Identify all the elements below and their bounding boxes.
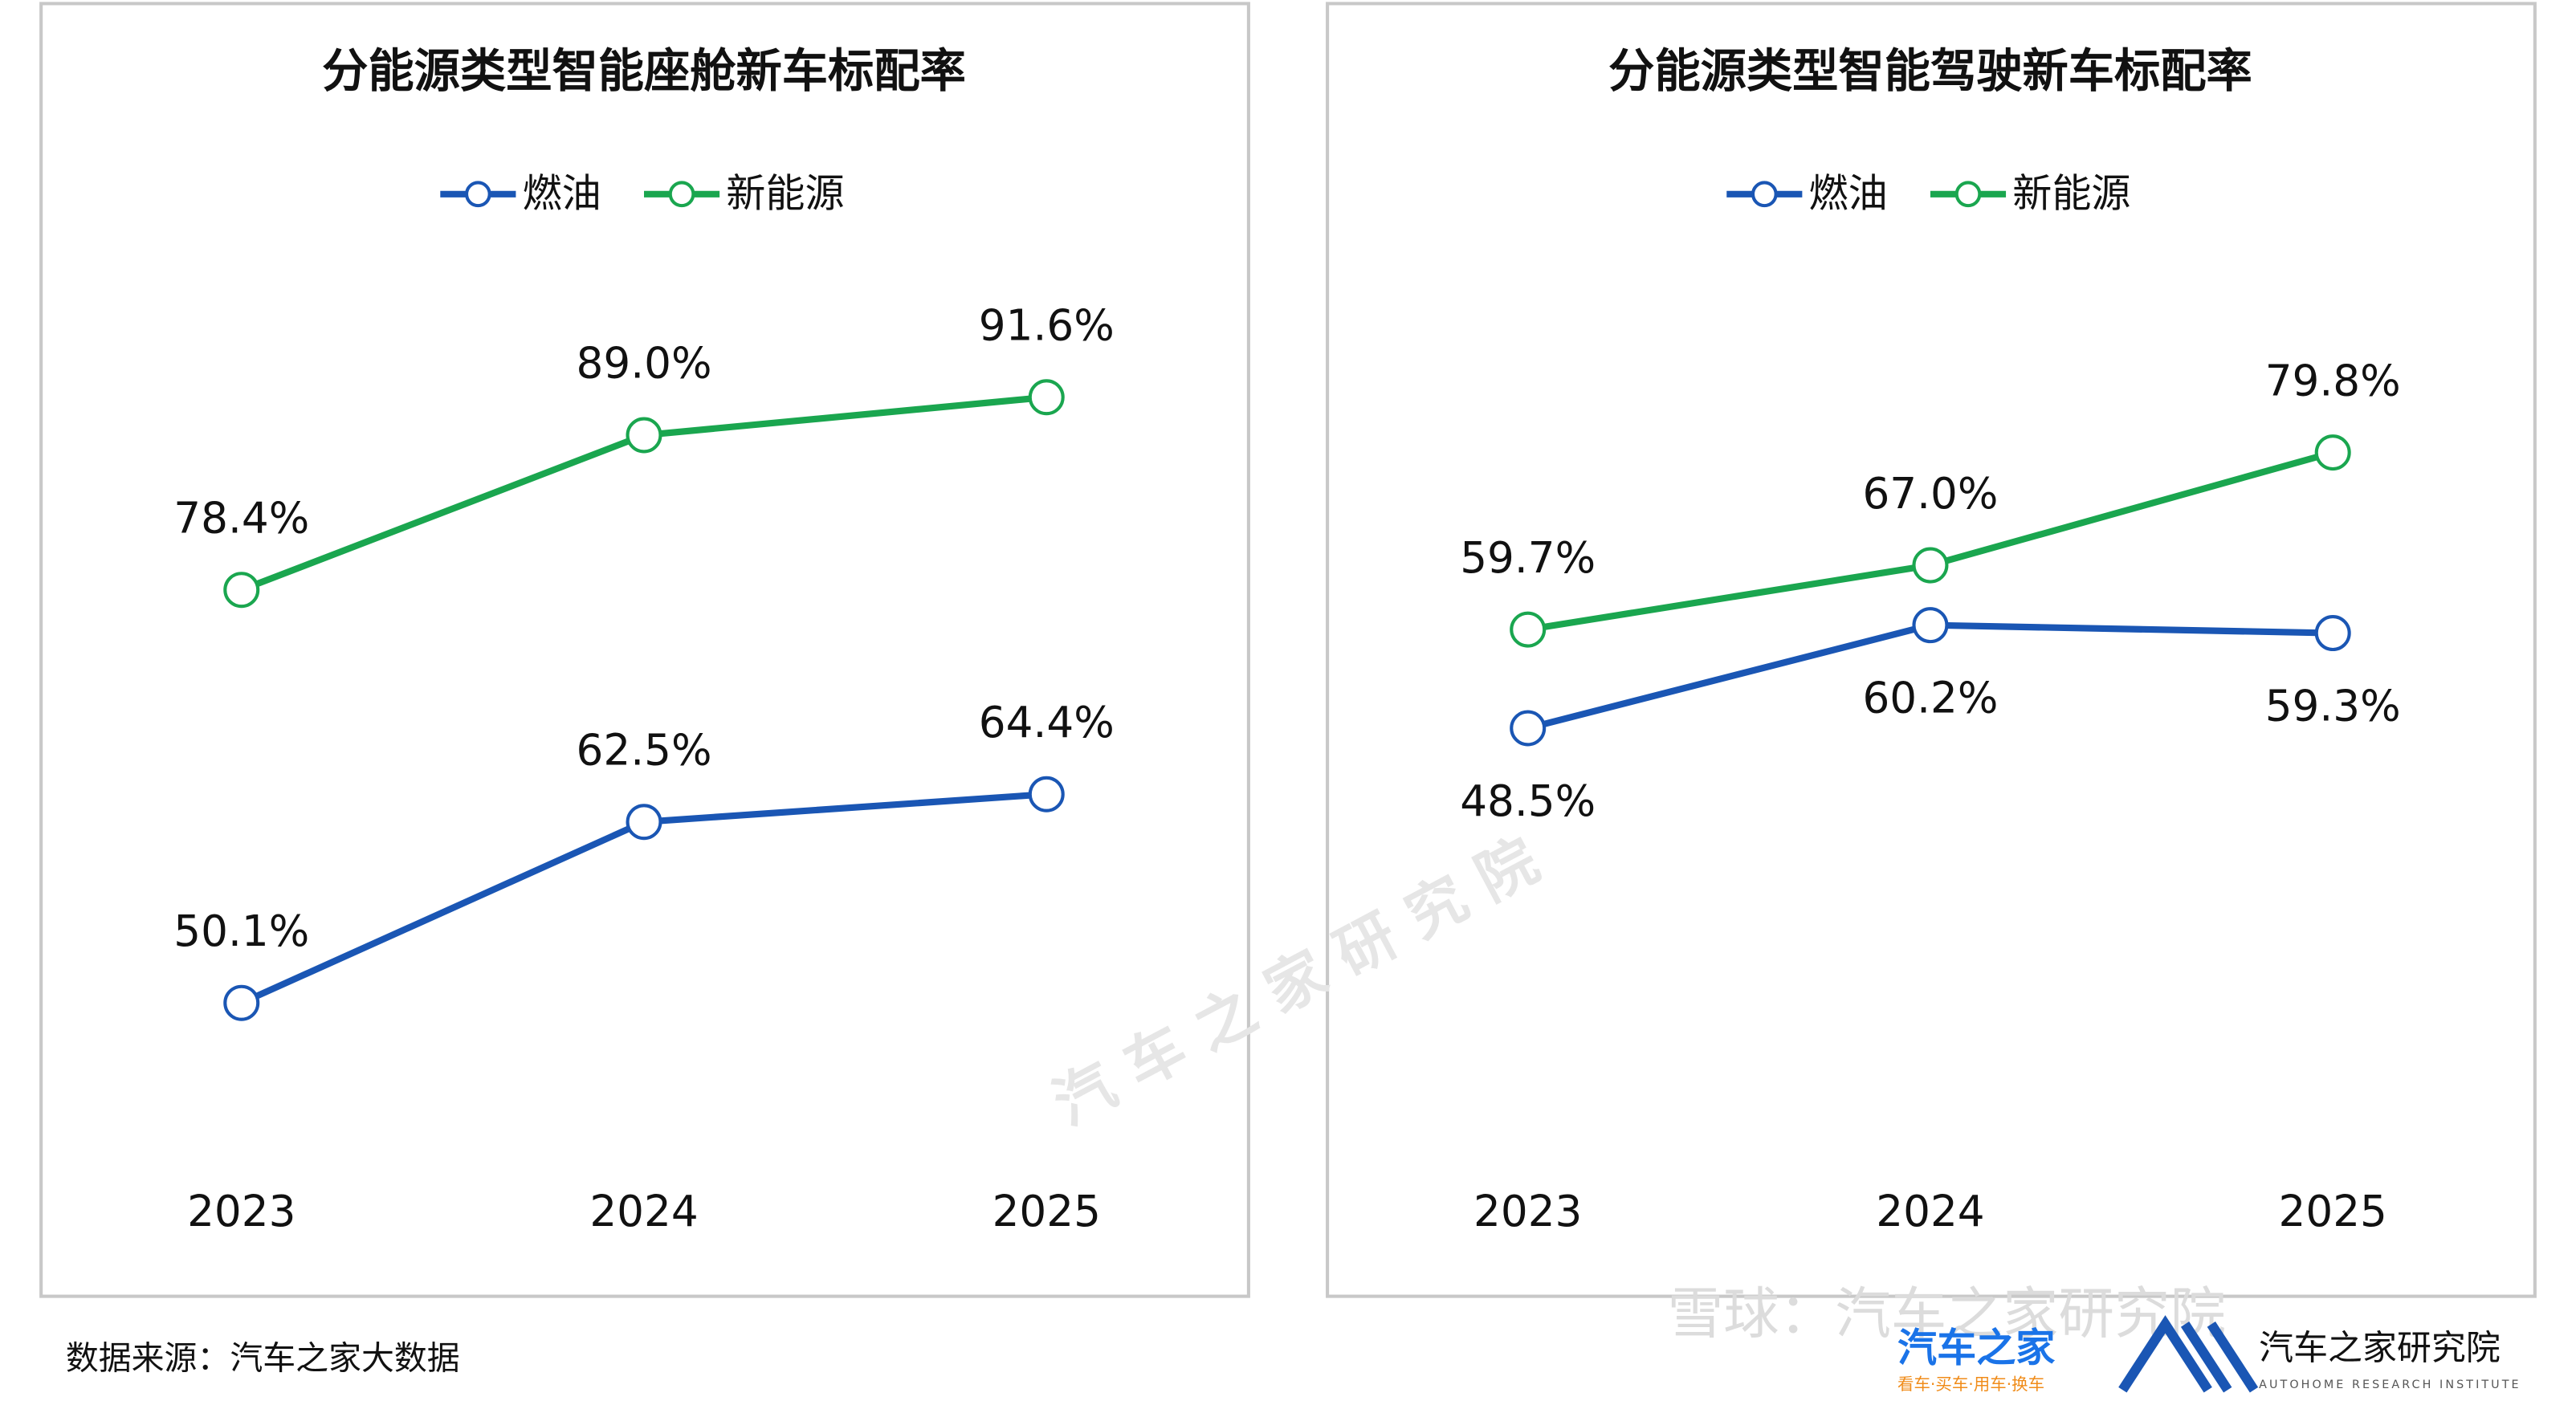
legend-label: 新能源 [2012, 169, 2130, 216]
data-point [223, 572, 260, 609]
data-label: 59.7% [1460, 533, 1596, 583]
data-point [626, 417, 662, 454]
corner-watermark: 雪球：汽车之家研究院 [1668, 1281, 2226, 1346]
x-tick-label: 2023 [1473, 1187, 1582, 1236]
x-tick-label: 2023 [187, 1187, 296, 1236]
institute-logo-mark [2118, 1315, 2259, 1393]
legend-marker [1954, 181, 1982, 208]
legend-marker [1751, 181, 1778, 208]
watermark: 汽 车 之 家 研 究 院 [1043, 826, 1550, 1138]
data-point [2314, 434, 2351, 471]
data-label: 48.5% [1460, 776, 1596, 826]
data-label: 67.0% [1862, 469, 1998, 519]
chart-title: 分能源类型智能驾驶新车标配率 [1608, 44, 2252, 98]
data-label: 79.8% [2265, 356, 2401, 405]
brand-slogan: 看车·买车·用车·换车 [1897, 1374, 2044, 1394]
data-label: 59.3% [2265, 681, 2401, 731]
data-label: 64.4% [979, 698, 1115, 747]
left-panel-frame [39, 2, 1250, 1298]
data-label: 89.0% [577, 339, 712, 389]
data-point [1912, 547, 1949, 584]
x-tick-label: 2024 [1876, 1187, 1984, 1236]
x-tick-label: 2025 [992, 1187, 1101, 1236]
data-label: 60.2% [1862, 673, 1998, 723]
data-point [626, 804, 662, 841]
data-label: 50.1% [173, 906, 309, 956]
data-point [1028, 379, 1065, 416]
brand-logo: 汽车之家 [1897, 1325, 2055, 1371]
data-label: 91.6% [979, 300, 1115, 350]
data-label: 62.5% [577, 725, 712, 775]
legend-label: 新能源 [726, 169, 844, 216]
legend-label: 燃油 [523, 169, 601, 216]
source-note: 数据来源：汽车之家大数据 [66, 1338, 460, 1377]
data-point [223, 984, 260, 1021]
right-panel-frame [1326, 2, 2537, 1298]
institute-logo-en: AUTOHOME RESEARCH INSTITUTE [2259, 1379, 2521, 1391]
x-tick-label: 2024 [589, 1187, 698, 1236]
data-point [2314, 615, 2351, 652]
legend-label: 燃油 [1809, 169, 1888, 216]
data-point [1510, 710, 1547, 747]
chart-title: 分能源类型智能座舱新车标配率 [322, 44, 966, 98]
data-point [1912, 607, 1949, 644]
data-label: 78.4% [173, 493, 309, 543]
institute-logo: 汽车之家研究院 [2259, 1329, 2501, 1369]
data-point [1028, 776, 1065, 812]
legend-marker [668, 181, 695, 208]
data-point [1510, 611, 1547, 648]
x-tick-label: 2025 [2279, 1187, 2387, 1236]
legend-marker [464, 181, 491, 208]
